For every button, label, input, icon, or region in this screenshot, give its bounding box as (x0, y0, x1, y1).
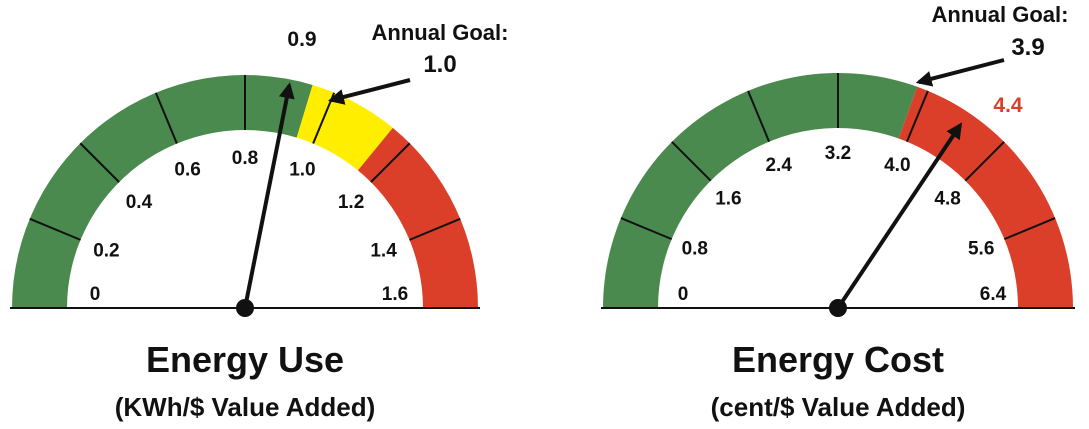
tick-label: 1.6 (715, 188, 741, 209)
needle-hub (236, 299, 254, 317)
tick-mark (671, 141, 712, 182)
goal-label: Annual Goal: (932, 2, 1069, 27)
tick-mark (905, 90, 929, 143)
tick-mark (29, 217, 81, 241)
tick-mark (370, 142, 411, 183)
gauge: 0 0.2 0.4 0.6 0.8 1.0 1.2 1.4 1.6 0.9 Annual Goal:… (10, 20, 508, 422)
goal-label: Annual Goal: (372, 20, 509, 45)
tick-label: 0.6 (174, 159, 200, 180)
goal-value: 3.9 (1011, 34, 1044, 61)
tick-label: 6.4 (980, 284, 1007, 305)
gauge: 0 0.8 1.6 2.4 3.2 4.0 4.8 5.6 6.4 4.4 Annual Goal:… (601, 2, 1075, 422)
tick-label: 1.0 (289, 159, 315, 180)
goal-value: 1.0 (423, 51, 456, 78)
needle (836, 122, 963, 310)
tick-label: 3.2 (825, 143, 851, 164)
tick-label: 0.8 (232, 148, 258, 169)
tick-label: 5.6 (968, 239, 994, 260)
value-label: 0.9 (287, 28, 316, 51)
tick-mark (747, 90, 771, 143)
gauge-band (898, 86, 1073, 308)
tick-label: 2.4 (765, 155, 792, 176)
gauge-subtitle: (cent/$ Value Added) (711, 392, 966, 422)
goal-arrow (915, 58, 1005, 87)
value-label: 4.4 (993, 94, 1023, 117)
tick-label: 0.2 (93, 241, 119, 262)
tick-label: 1.6 (382, 284, 408, 305)
tick-mark (154, 92, 178, 144)
tick-label: 0 (90, 284, 101, 305)
needle-hub (829, 299, 847, 317)
gauge-title: Energy Cost (732, 339, 944, 380)
tick-label: 0.4 (126, 192, 153, 213)
gauge-band (357, 127, 478, 308)
tick-mark (409, 217, 461, 241)
tick-mark (620, 217, 673, 241)
gauge-band (603, 72, 918, 308)
tick-mark (1003, 217, 1056, 241)
tick-label: 1.4 (370, 241, 397, 262)
gauge-band (296, 85, 393, 171)
needle (243, 82, 295, 309)
tick-label: 4.8 (934, 188, 960, 209)
tick-label: 1.2 (338, 192, 364, 213)
tick-label: 0.8 (682, 239, 708, 260)
gauge-title: Energy Use (146, 339, 344, 380)
tick-label: 0 (678, 284, 689, 305)
tick-mark (79, 142, 120, 183)
goal-arrow (328, 78, 411, 105)
tick-label: 4.0 (884, 155, 910, 176)
gauge-subtitle: (KWh/$ Value Added) (115, 392, 376, 422)
tick-mark (964, 141, 1005, 182)
